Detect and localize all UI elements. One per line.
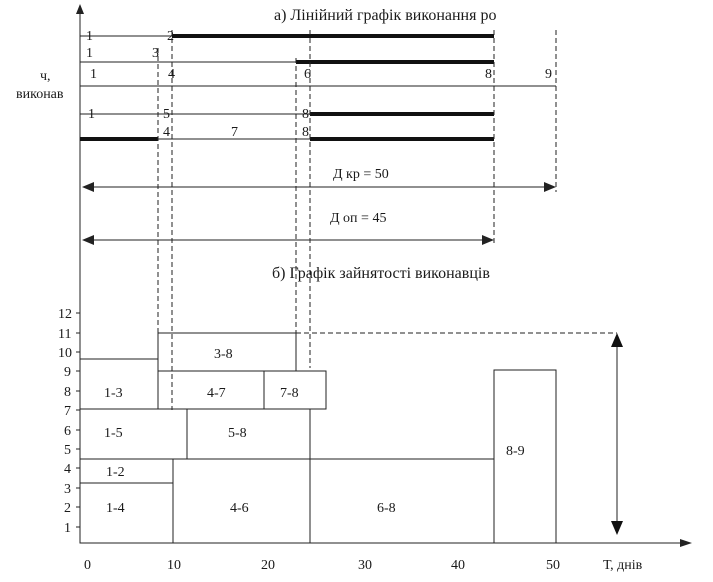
y-tick-label: 11 (58, 327, 71, 342)
title-part-a: а) Лінійний графік виконання ро (274, 7, 496, 24)
node-label: 7 (231, 125, 238, 140)
block-label: 1-2 (106, 465, 125, 480)
node-label: 8 (302, 107, 309, 122)
node-label: 1 (88, 107, 95, 122)
block-label: 5-8 (228, 426, 247, 441)
y-axis-label-line2: виконав (16, 87, 64, 102)
y-tick-label: 9 (64, 365, 71, 380)
y-tick-label: 2 (64, 501, 71, 516)
x-axis-label: Т, днів (603, 558, 643, 573)
y-axis-ticks (76, 312, 80, 528)
node-label: 8 (302, 125, 309, 140)
y-tick-label: 12 (58, 307, 72, 322)
node-label: 1 (90, 67, 97, 82)
block-label: 1-4 (106, 501, 125, 516)
block-label: 3-8 (214, 347, 233, 362)
arrow-down-icon (611, 521, 623, 535)
duration-critical-label: Д кр = 50 (333, 167, 389, 182)
block-label: 1-5 (104, 426, 123, 441)
node-label: 3 (152, 46, 159, 61)
node-label: 1 (86, 29, 93, 44)
y-tick-label: 5 (64, 443, 71, 458)
y-tick-label: 3 (64, 482, 71, 497)
y-axis-label-line1: ч, (40, 69, 51, 84)
x-tick-label: 0 (84, 558, 91, 573)
block-label: 6-8 (377, 501, 396, 516)
block-label: 7-8 (280, 386, 299, 401)
block-label: 4-7 (207, 386, 226, 401)
block-label: 8-9 (506, 444, 525, 459)
node-label: 4 (163, 125, 170, 140)
block-label: 4-6 (230, 501, 249, 516)
y-tick-label: 8 (64, 385, 71, 400)
y-tick-label: 10 (58, 346, 72, 361)
node-label: 6 (304, 67, 311, 82)
node-label: 5 (163, 107, 170, 122)
y-tick-label: 1 (64, 521, 71, 536)
x-axis-arrow-icon (680, 539, 692, 547)
block-label: 1-3 (104, 386, 123, 401)
resource-blocks (79, 332, 557, 544)
node-label: 1 (86, 46, 93, 61)
arrow-right-icon (544, 182, 556, 192)
y-tick-label: 4 (64, 462, 71, 477)
node-label: 9 (545, 67, 552, 82)
arrow-up-icon (611, 333, 623, 347)
arrow-right-icon (482, 235, 494, 245)
y-axis-arrow-icon (76, 4, 84, 14)
x-tick-label: 20 (261, 558, 275, 573)
x-tick-label: 30 (358, 558, 372, 573)
x-tick-label: 10 (167, 558, 181, 573)
y-tick-label: 6 (64, 424, 71, 439)
duration-optimized-label: Д оп = 45 (330, 211, 386, 226)
x-tick-label: 40 (451, 558, 465, 573)
arrow-left-icon (82, 235, 94, 245)
x-tick-label: 50 (546, 558, 560, 573)
y-tick-label: 7 (64, 404, 71, 419)
node-label: 8 (485, 67, 492, 82)
arrow-left-icon (82, 182, 94, 192)
title-part-b: б) Графік зайнятості виконавців (272, 265, 490, 282)
node-label: 2 (167, 29, 174, 44)
